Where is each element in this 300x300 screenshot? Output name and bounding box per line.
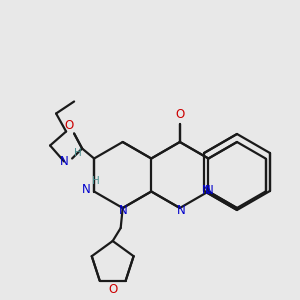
Text: O: O (108, 283, 117, 296)
Text: N: N (119, 205, 128, 218)
Text: H: H (92, 176, 100, 187)
Text: N: N (60, 155, 68, 168)
Text: N: N (202, 184, 211, 197)
Text: O: O (64, 119, 74, 132)
Text: O: O (175, 109, 184, 122)
Text: N: N (176, 203, 185, 217)
Text: N: N (205, 184, 214, 197)
Text: H: H (74, 148, 82, 158)
Text: N: N (82, 183, 91, 196)
